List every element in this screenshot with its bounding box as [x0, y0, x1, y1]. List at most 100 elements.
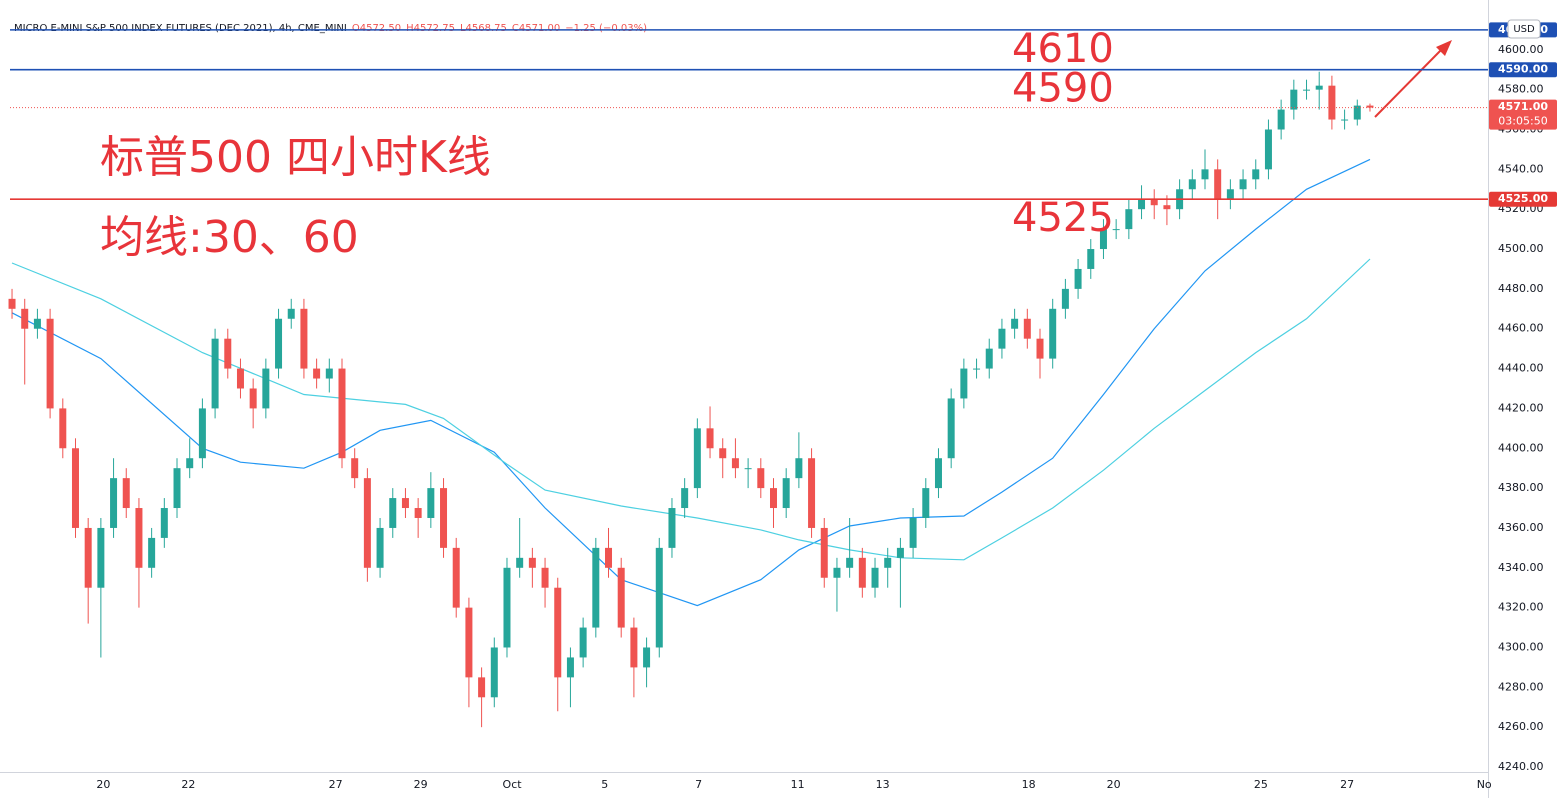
- candle-body: [376, 527, 384, 568]
- candle-body: [782, 478, 790, 509]
- candle-body: [1112, 229, 1120, 231]
- x-tick-label: No: [1477, 778, 1492, 791]
- candle-body: [693, 428, 701, 489]
- candle-body: [389, 498, 397, 528]
- candle-body: [1341, 119, 1349, 121]
- candle-body: [1290, 89, 1298, 110]
- candle-body: [1023, 318, 1031, 339]
- y-tick-label: 4260.00: [1498, 720, 1544, 733]
- y-tick-label: 4240.00: [1498, 760, 1544, 773]
- x-tick-label: 18: [1022, 778, 1036, 791]
- candle-body: [275, 318, 283, 369]
- candle-body: [643, 647, 651, 668]
- candle-body: [71, 448, 79, 528]
- y-tick-label: 4280.00: [1498, 680, 1544, 693]
- candle-body: [706, 428, 714, 449]
- candle-body: [896, 547, 904, 558]
- y-tick-label: 4600.00: [1498, 43, 1544, 56]
- candle-body: [1188, 179, 1196, 190]
- candle-body: [1366, 105, 1374, 108]
- y-tick-label: 4320.00: [1498, 601, 1544, 614]
- header-value: O4572.50: [352, 23, 401, 34]
- candle-body: [846, 557, 854, 568]
- candle-body: [566, 657, 574, 678]
- candle-body: [122, 478, 130, 509]
- candle-body: [8, 298, 16, 309]
- candle-body: [186, 458, 194, 469]
- x-tick-label: 7: [695, 778, 702, 791]
- candle-body: [249, 388, 257, 409]
- candle-body: [1303, 89, 1311, 91]
- candle-body: [1252, 169, 1260, 180]
- countdown-label: 03:05:50: [1498, 115, 1547, 128]
- candle-body: [503, 567, 511, 648]
- candle-body: [541, 567, 549, 588]
- x-tick-label: Oct: [503, 778, 523, 791]
- candle-body: [338, 368, 346, 459]
- candle-body: [960, 368, 968, 399]
- candle-body: [84, 527, 92, 588]
- candle-body: [262, 368, 270, 409]
- candle-body: [363, 478, 371, 568]
- candle-body: [313, 368, 321, 379]
- x-tick-label: 13: [876, 778, 890, 791]
- candle-body: [681, 488, 689, 509]
- y-tick-label: 4460.00: [1498, 322, 1544, 335]
- x-tick-label: 22: [181, 778, 195, 791]
- price-tag: [1489, 99, 1557, 130]
- y-tick-label: 4340.00: [1498, 561, 1544, 574]
- candle-body: [655, 547, 663, 648]
- candle-body: [1328, 85, 1336, 120]
- candle-body: [858, 557, 866, 588]
- candle-body: [1201, 169, 1209, 180]
- price-tag: [1489, 62, 1557, 78]
- candle-body: [554, 587, 562, 678]
- price-tag: [1489, 191, 1557, 207]
- y-tick-label: 4440.00: [1498, 362, 1544, 375]
- moving-average-line: [11, 258, 1371, 561]
- candle-body: [909, 517, 917, 548]
- price-tag-label: 4571.00: [1498, 100, 1548, 113]
- y-tick-label: 4380.00: [1498, 481, 1544, 494]
- candle-body: [630, 627, 638, 668]
- candle-body: [731, 458, 739, 469]
- x-tick-label: 11: [791, 778, 805, 791]
- candle-body: [173, 468, 181, 509]
- candle-body: [833, 567, 841, 578]
- candle-body: [1277, 109, 1285, 130]
- x-tick-label: 20: [1107, 778, 1121, 791]
- currency-box: USD: [1507, 19, 1541, 39]
- y-tick-label: 4300.00: [1498, 640, 1544, 653]
- moving-average-line: [11, 158, 1371, 607]
- candle-body: [1163, 205, 1171, 210]
- chart-title: MICRO E-MINI S&P 500 INDEX FUTURES (DEC …: [14, 23, 347, 34]
- candle-body: [211, 338, 219, 409]
- candle-body: [719, 448, 727, 459]
- candle-body: [110, 478, 118, 528]
- header: MICRO E-MINI S&P 500 INDEX FUTURES (DEC …: [14, 23, 647, 34]
- candle-body: [33, 318, 41, 329]
- candle-body: [617, 567, 625, 628]
- candle-body: [871, 567, 879, 588]
- candle-body: [947, 398, 955, 459]
- price-tag-label: 4590.00: [1498, 63, 1548, 76]
- y-tick-label: 4420.00: [1498, 401, 1544, 414]
- candle-body: [21, 308, 29, 329]
- candle-body: [440, 488, 448, 548]
- candle-body: [160, 508, 168, 538]
- candle-body: [795, 458, 803, 479]
- currency-label: USD: [1513, 24, 1535, 35]
- candle-body: [1036, 338, 1044, 359]
- candle-body: [1099, 229, 1107, 250]
- candle-body: [998, 328, 1006, 349]
- candle-body: [985, 348, 993, 369]
- header-value: L4568.75: [460, 23, 507, 34]
- x-tick-label: 5: [601, 778, 608, 791]
- candle-body: [46, 318, 54, 409]
- candle-body: [287, 308, 295, 319]
- candle-body: [1214, 169, 1222, 200]
- candle-body: [808, 458, 816, 528]
- candle-body: [1239, 179, 1247, 190]
- candle-body: [135, 508, 143, 568]
